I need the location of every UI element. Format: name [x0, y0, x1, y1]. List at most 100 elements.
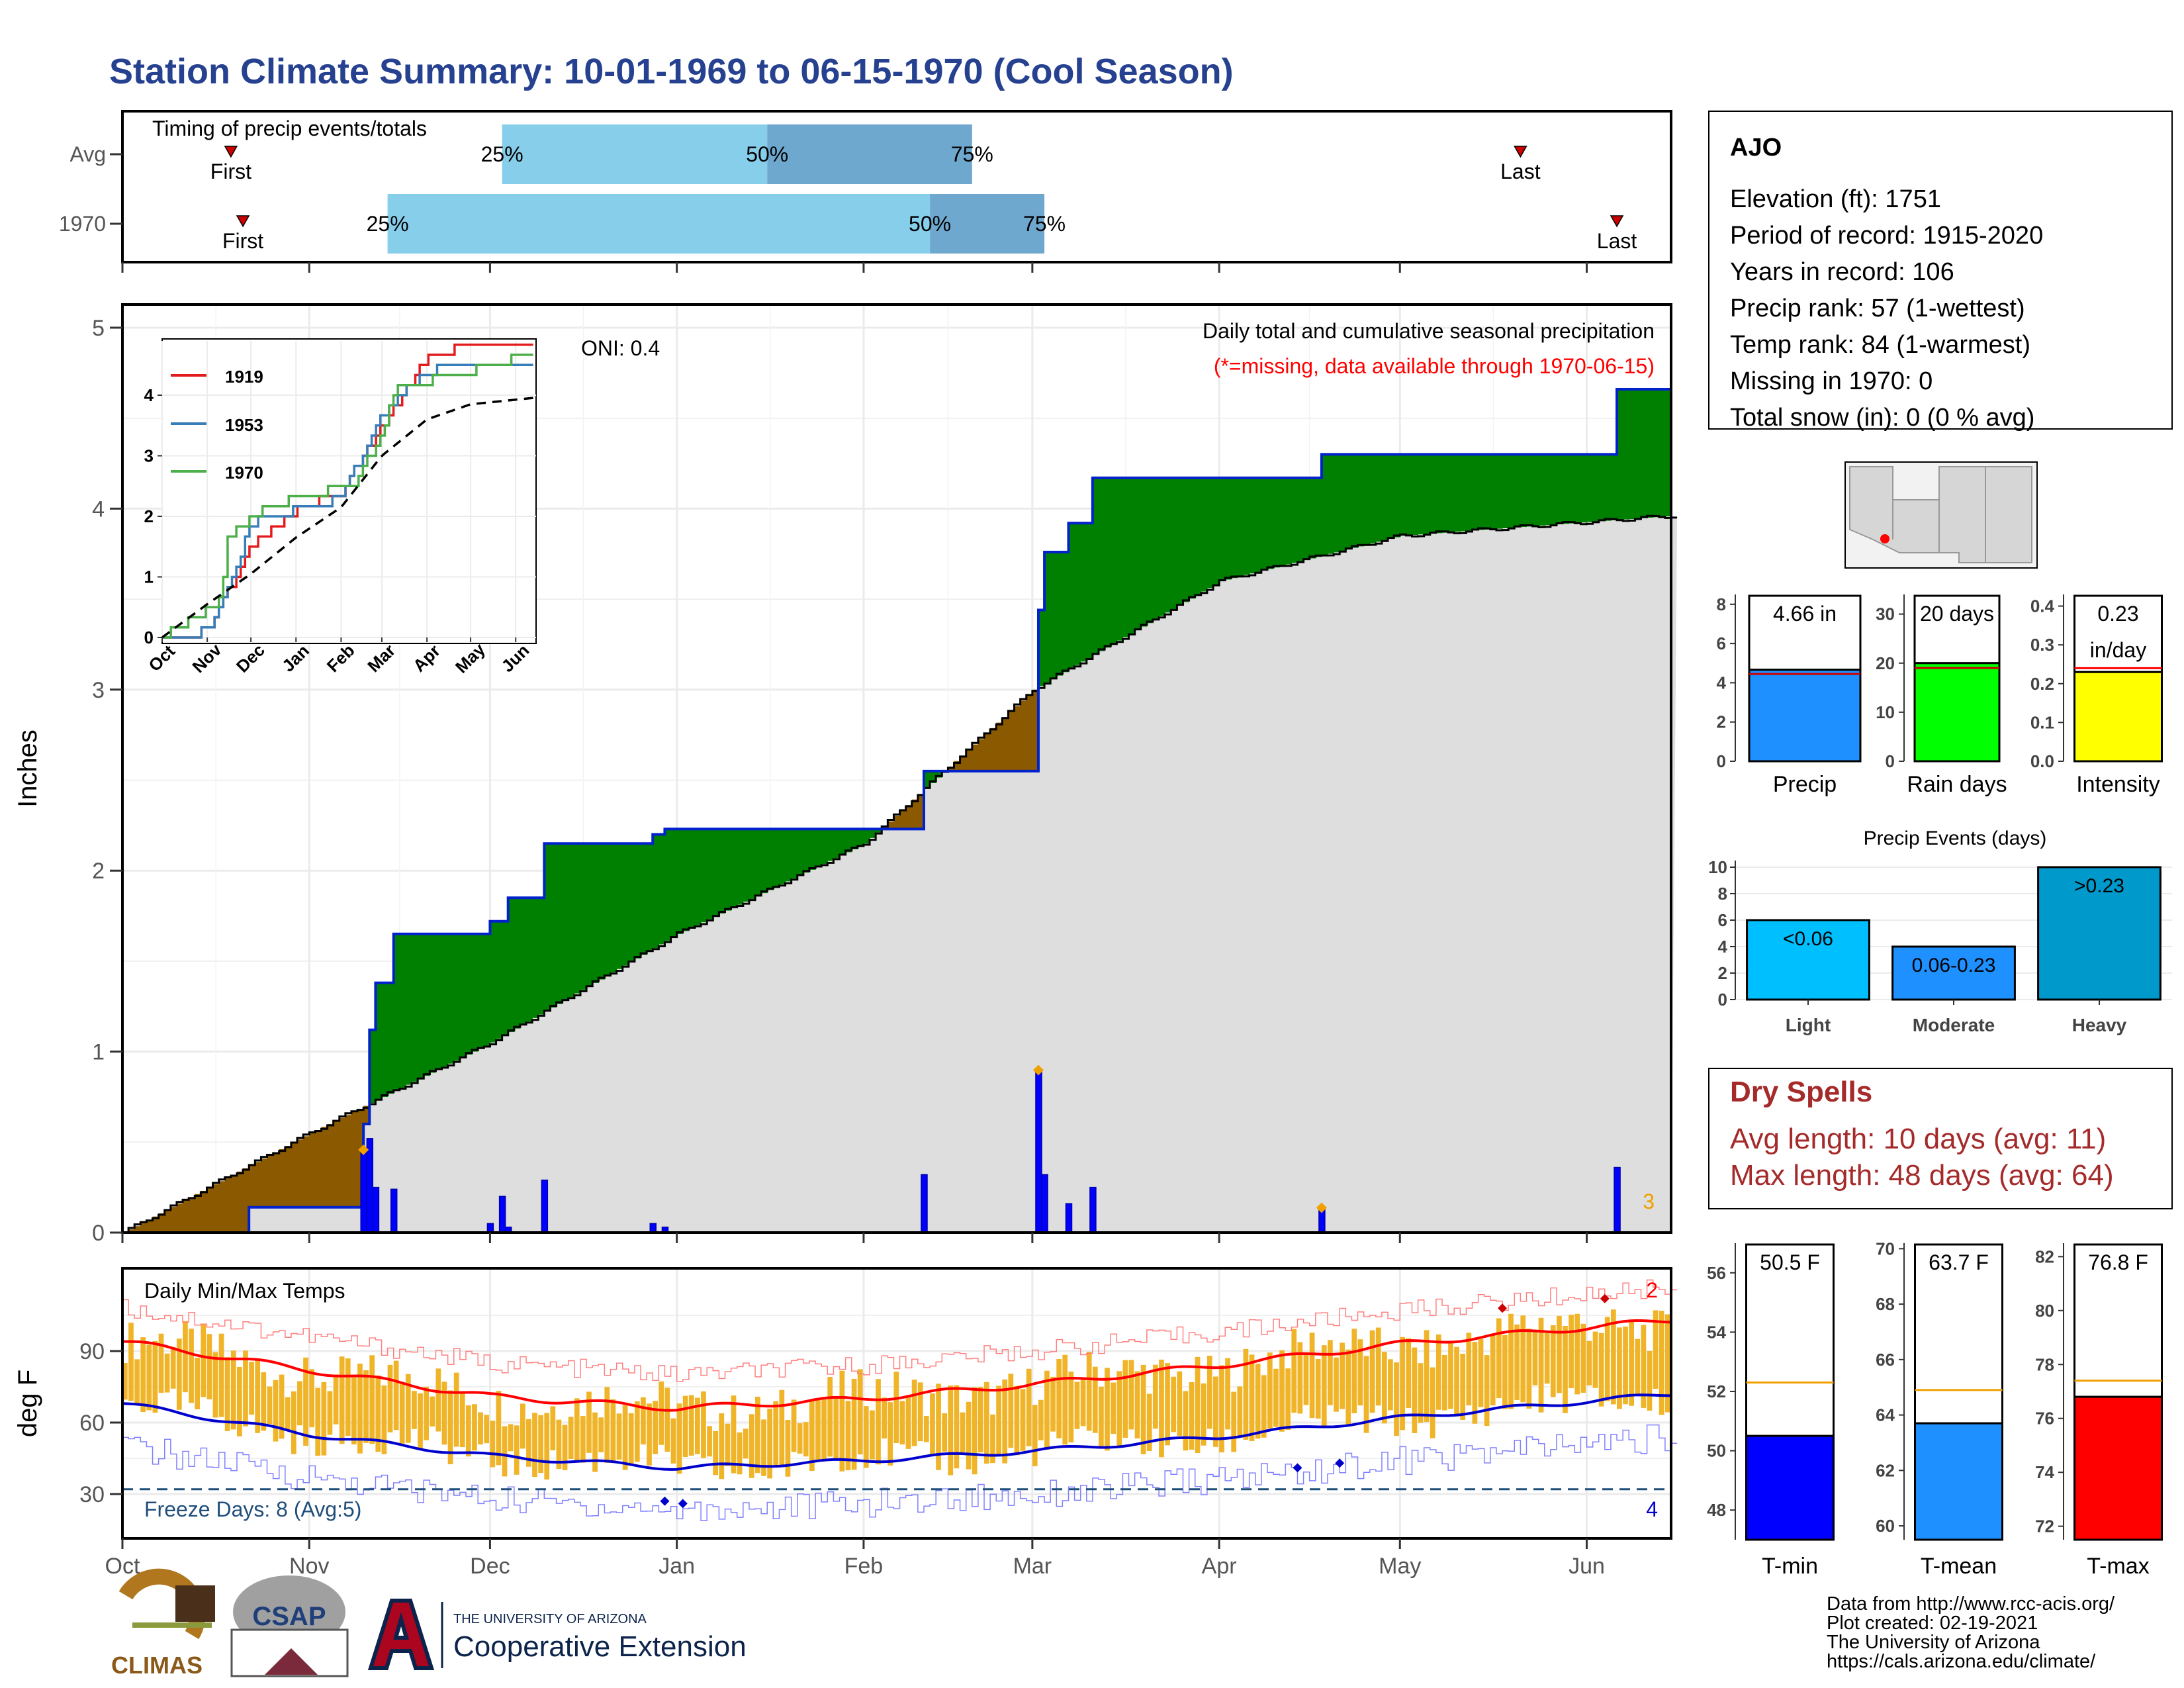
daily-temp-bar	[917, 1382, 923, 1442]
surplus-area	[791, 829, 798, 879]
dry-spells-title: Dry Spells	[1730, 1076, 1872, 1108]
surplus-area	[1189, 477, 1196, 599]
daily-temp-bar	[189, 1329, 194, 1403]
daily-precip-bar	[921, 1174, 928, 1233]
daily-temp-bar	[1442, 1354, 1447, 1411]
daily-temp-bar	[1478, 1338, 1484, 1407]
daily-temp-bar	[604, 1387, 610, 1463]
surplus-area	[1279, 477, 1286, 566]
surplus-area	[1128, 477, 1136, 634]
last-event-marker	[1514, 146, 1527, 158]
surplus-area	[1653, 389, 1660, 518]
daily-temp-bar	[1448, 1342, 1453, 1409]
daily-temp-bar	[887, 1402, 893, 1466]
daily-temp-bar	[833, 1397, 839, 1459]
normal-min-line	[122, 1393, 1672, 1471]
daily-temp-bar	[1201, 1383, 1206, 1446]
rain-days-summary-bar: 0 10 20 30 20 days Rain days	[1876, 594, 2010, 797]
surplus-area	[1351, 454, 1359, 548]
deficit-area	[887, 821, 895, 829]
surplus-area	[1056, 552, 1063, 676]
surplus-area	[713, 829, 720, 917]
surplus-area	[1394, 454, 1400, 538]
daily-temp-bar	[1105, 1368, 1110, 1451]
daily-temp-bar	[803, 1422, 809, 1457]
daily-temp-bar	[128, 1323, 134, 1401]
daily-temp-bar	[1177, 1371, 1183, 1436]
bar-label: Precip	[1773, 772, 1837, 797]
daily-temp-bar	[1574, 1313, 1580, 1395]
daily-precip-bar	[372, 1186, 380, 1233]
daily-temp-bar	[195, 1358, 200, 1409]
daily-temp-bar	[201, 1324, 206, 1397]
surplus-area	[1201, 477, 1208, 592]
surplus-area	[441, 933, 449, 1067]
last-event-label: Last	[1500, 160, 1541, 183]
daily-temp-bar	[701, 1391, 706, 1458]
daily-temp-bar	[1309, 1333, 1315, 1419]
deficit-area	[905, 805, 913, 829]
surplus-area	[1345, 454, 1353, 549]
daily-temp-bar	[1484, 1355, 1490, 1427]
daily-temp-bar	[923, 1416, 929, 1442]
surplus-area	[1586, 454, 1594, 522]
daily-temp-bar	[942, 1413, 948, 1452]
surplus-area	[1328, 454, 1334, 554]
surplus-area	[1219, 477, 1226, 581]
y-tick-label: 2	[1717, 712, 1726, 732]
station-precip-rank: Precip rank: 57 (1-wettest)	[1730, 295, 2025, 322]
daily-temp-bar	[297, 1381, 302, 1426]
daily-temp-bar	[1062, 1354, 1068, 1445]
surplus-area	[1659, 389, 1666, 517]
daily-temp-bar	[1111, 1382, 1116, 1434]
daily-temp-bar	[134, 1359, 140, 1404]
y-tick-label: 48	[1707, 1500, 1726, 1520]
daily-temp-bar	[1345, 1349, 1351, 1426]
deficit-area	[345, 1115, 352, 1207]
daily-temp-bar	[1044, 1370, 1050, 1450]
temp-x-tick-label: Apr	[1202, 1554, 1237, 1579]
deficit-area	[954, 761, 961, 771]
deficit-area	[224, 1178, 232, 1233]
surplus-area	[1484, 454, 1491, 530]
surplus-area	[1297, 477, 1304, 562]
surplus-area	[1334, 454, 1340, 553]
deficit-area	[303, 1136, 310, 1207]
daily-temp-bar	[1080, 1377, 1086, 1427]
daily-temp-bar	[1334, 1357, 1339, 1412]
daily-temp-bar	[1159, 1359, 1164, 1458]
daily-temp-bar	[1664, 1314, 1670, 1413]
surplus-area	[1532, 454, 1539, 526]
daily-temp-bar	[418, 1393, 423, 1450]
events-y-tick-label: 0	[1718, 990, 1727, 1009]
daily-temp-bar	[339, 1356, 345, 1444]
daily-temp-bar	[1388, 1359, 1393, 1411]
daily-temp-bar	[327, 1391, 333, 1435]
surplus-area	[1538, 454, 1545, 526]
surplus-area	[1526, 454, 1533, 527]
surplus-area	[1641, 389, 1648, 518]
surplus-area	[610, 843, 617, 973]
deficit-area	[309, 1133, 316, 1207]
daily-temp-bar	[767, 1408, 772, 1479]
daily-precip-bar	[649, 1223, 657, 1233]
daily-temp-bar	[176, 1338, 182, 1410]
cold-count: 4	[1646, 1497, 1658, 1521]
inset-y-tick-label: 1	[144, 567, 154, 587]
dry-spells-max: Max length: 48 days (avg: 64)	[1730, 1159, 2114, 1192]
surplus-area	[1140, 477, 1148, 627]
daily-temp-bar	[1604, 1317, 1610, 1401]
surplus-area	[1285, 477, 1292, 565]
daily-temp-bar	[1128, 1360, 1134, 1430]
deficit-area	[164, 1210, 171, 1233]
surplus-area	[1604, 454, 1612, 521]
surplus-area	[1490, 454, 1497, 530]
deficit-area	[230, 1174, 238, 1233]
bar-label: Intensity	[2076, 772, 2160, 797]
footer-university: The University of Arizona	[1827, 1632, 2040, 1653]
temp-x-tick-label: Mar	[1013, 1554, 1052, 1579]
surplus-area	[670, 829, 678, 938]
events-x-label: Heavy	[2072, 1015, 2127, 1035]
daily-temp-bar	[1569, 1315, 1574, 1389]
daily-temp-bar	[526, 1419, 531, 1467]
